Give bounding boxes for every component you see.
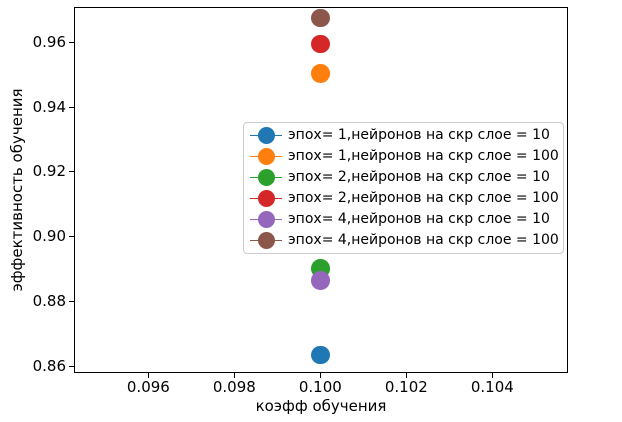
legend-marker-icon xyxy=(250,146,282,167)
legend-dot-icon xyxy=(257,169,275,186)
legend-marker-icon xyxy=(250,230,282,251)
x-tick-mark xyxy=(233,373,235,378)
y-tick-label: 0.92 xyxy=(32,162,66,181)
x-tick-label: 0.104 xyxy=(470,378,514,396)
legend-item-1: эпох= 1,нейронов на скр слое = 10 xyxy=(250,125,559,146)
legend-marker-icon xyxy=(250,167,282,188)
legend-item-label: эпох= 4,нейронов на скр слое = 100 xyxy=(288,232,559,248)
legend-marker-icon xyxy=(250,209,282,230)
legend-item-label: эпох= 2,нейронов на скр слое = 10 xyxy=(288,169,550,185)
legend-item-label: эпох= 1,нейронов на скр слое = 100 xyxy=(288,148,559,164)
x-axis-label: коэфф обучения xyxy=(255,397,387,415)
legend-item-label: эпох= 4,нейронов на скр слое = 10 xyxy=(288,211,550,227)
legend-item-4: эпох= 2,нейронов на скр слое = 100 xyxy=(250,188,559,209)
y-tick-mark xyxy=(69,171,74,173)
y-tick-mark xyxy=(69,236,74,238)
legend-marker-icon xyxy=(250,188,282,209)
y-tick-label: 0.94 xyxy=(32,97,66,116)
x-tick-mark xyxy=(491,373,493,378)
legend-item-2: эпох= 1,нейронов на скр слое = 100 xyxy=(250,146,559,167)
data-point-series-1 xyxy=(311,345,330,365)
legend-dot-icon xyxy=(257,190,275,207)
y-tick-label: 0.96 xyxy=(32,32,66,51)
x-tick-label: 0.100 xyxy=(298,378,342,396)
legend-marker-icon xyxy=(250,125,282,146)
y-tick-mark xyxy=(69,106,74,108)
legend-item-3: эпох= 2,нейронов на скр слое = 10 xyxy=(250,167,559,188)
legend-item-label: эпох= 1,нейронов на скр слое = 10 xyxy=(288,127,550,143)
x-tick-mark xyxy=(319,373,321,378)
x-tick-mark xyxy=(405,373,407,378)
x-tick-label: 0.096 xyxy=(126,378,170,396)
y-tick-mark xyxy=(69,41,74,43)
y-axis-label: эффективность обучения xyxy=(8,88,26,292)
legend: эпох= 1,нейронов на скр слое = 10 эпох= 1… xyxy=(243,122,564,254)
data-point-series-6 xyxy=(311,8,330,28)
data-point-series-5 xyxy=(311,271,330,290)
legend-dot-icon xyxy=(257,127,275,144)
legend-dot-icon xyxy=(257,211,275,228)
y-tick-mark xyxy=(69,300,74,302)
legend-dot-icon xyxy=(257,148,275,165)
x-tick-label: 0.102 xyxy=(384,378,428,396)
legend-item-label: эпох= 2,нейронов на скр слое = 100 xyxy=(288,190,559,206)
x-tick-label: 0.098 xyxy=(212,378,256,396)
legend-dot-icon xyxy=(257,232,275,249)
y-tick-mark xyxy=(69,365,74,367)
data-point-series-4 xyxy=(311,34,330,54)
y-tick-label: 0.90 xyxy=(32,227,66,246)
data-point-series-2 xyxy=(311,64,330,83)
x-tick-mark xyxy=(147,373,149,378)
y-tick-label: 0.88 xyxy=(32,291,66,310)
legend-item-5: эпох= 4,нейронов на скр слое = 10 xyxy=(250,209,559,230)
legend-item-6: эпох= 4,нейронов на скр слое = 100 xyxy=(250,230,559,251)
y-tick-label: 0.86 xyxy=(32,356,66,375)
